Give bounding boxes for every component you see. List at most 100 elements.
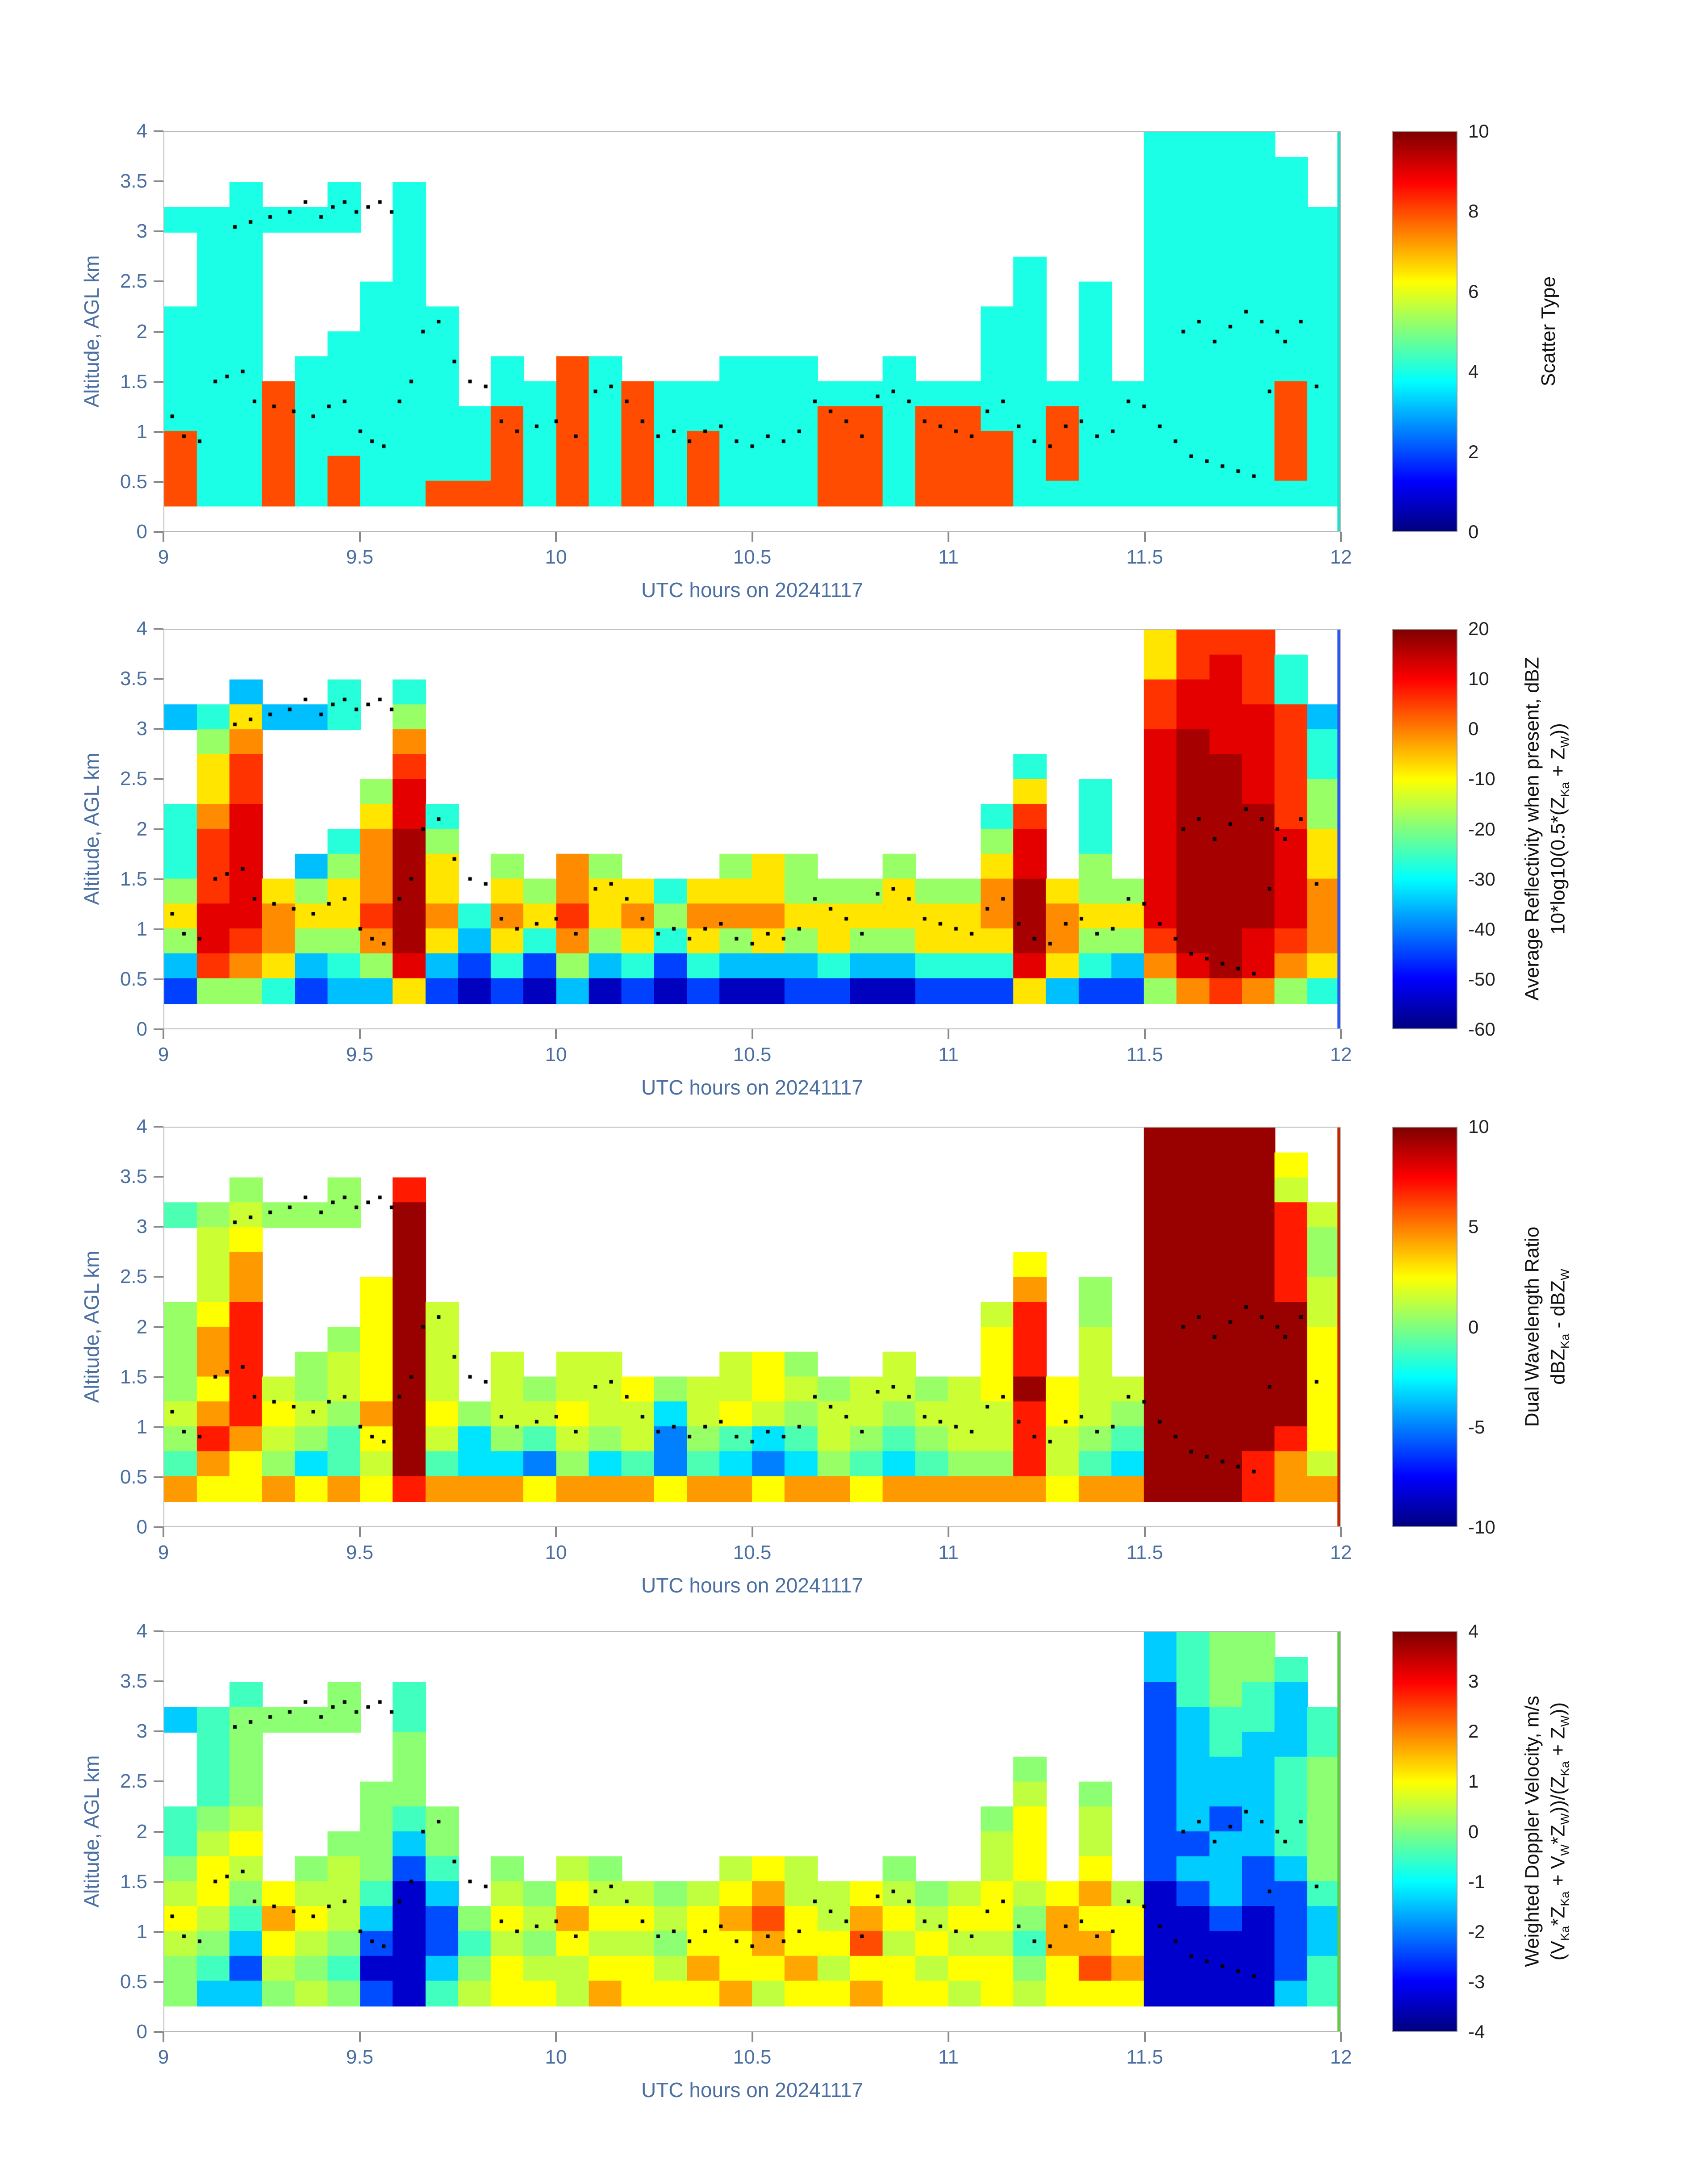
y-tick-mark: [154, 1630, 163, 1632]
y-tick-label: 3.5: [120, 170, 147, 192]
y-tick-label: 1: [136, 420, 147, 443]
colorbar-tick-label: -20: [1468, 818, 1495, 840]
y-tick-label: 1.5: [120, 1366, 147, 1388]
colorbar-average-reflectivity: [1392, 629, 1457, 1029]
x-tick-mark: [1340, 1527, 1342, 1537]
y-tick-mark: [154, 828, 163, 830]
colorbar-tick-label: 2: [1468, 1721, 1479, 1742]
x-tick-mark: [359, 1029, 361, 1039]
colorbar-tick-label: -1: [1468, 1871, 1485, 1892]
y-tick-mark: [154, 180, 163, 183]
colorbar-tick-label: 1: [1468, 1771, 1479, 1792]
plot-area-average-reflectivity: [163, 629, 1341, 1029]
x-tick-mark: [163, 2032, 164, 2042]
y-tick-mark: [154, 430, 163, 433]
y-tick-mark: [154, 1680, 163, 1683]
x-tick-mark: [751, 1527, 753, 1537]
y-tick-label: 2: [136, 1316, 147, 1338]
x-tick-mark: [163, 532, 164, 542]
y-tick-label: 2: [136, 818, 147, 840]
y-tick-mark: [154, 481, 163, 483]
x-tick-label: 12: [1330, 1044, 1352, 1066]
y-tick-label: 0.5: [120, 968, 147, 990]
x-tick-mark: [1144, 1527, 1146, 1537]
y-tick-label: 2.5: [120, 1266, 147, 1288]
colorbar-tick-label: -40: [1468, 918, 1495, 940]
colorbar-tick-label: -3: [1468, 1971, 1485, 1992]
y-tick-label: 3: [136, 220, 147, 242]
colorbar-tick-label: 10: [1468, 121, 1489, 142]
y-tick-label: 1: [136, 918, 147, 940]
y-tick-label: 4: [136, 1620, 147, 1642]
x-tick-mark: [1340, 1029, 1342, 1039]
y-tick-label: 0: [136, 521, 147, 543]
x-tick-mark: [948, 1527, 949, 1537]
plot-area-scatter-type: [163, 131, 1341, 532]
panel-weighted-doppler-velocity: Altitude, AGL km UTC hours on 20241117 W…: [0, 1620, 1708, 2129]
x-tick-label: 9: [158, 2046, 169, 2068]
x-tick-label: 9: [158, 1542, 169, 1563]
x-tick-mark: [163, 1527, 164, 1537]
y-tick-mark: [154, 1426, 163, 1428]
y-tick-mark: [154, 531, 163, 533]
y-tick-mark: [154, 728, 163, 730]
y-tick-mark: [154, 330, 163, 333]
x-tick-label: 10.5: [733, 2046, 772, 2068]
x-tick-mark: [555, 1029, 557, 1039]
y-tick-mark: [154, 2031, 163, 2033]
colorbar-tick-label: -60: [1468, 1019, 1495, 1040]
x-tick-mark: [555, 532, 557, 542]
colorbar-tick-label: 8: [1468, 201, 1479, 222]
colorbar-tick-label: -50: [1468, 968, 1495, 990]
heatmap-canvas-dual-wavelength-ratio: [164, 1128, 1340, 1526]
colorbar-gradient: [1393, 132, 1457, 531]
x-tick-mark: [359, 2032, 361, 2042]
colorbar-tick-label: 5: [1468, 1216, 1479, 1237]
x-tick-mark: [751, 2032, 753, 2042]
y-tick-label: 3.5: [120, 1670, 147, 1692]
heatmap-canvas-weighted-doppler-velocity: [164, 1632, 1340, 2031]
x-tick-mark: [1144, 1029, 1146, 1039]
y-tick-mark: [154, 1226, 163, 1228]
y-tick-mark: [154, 1830, 163, 1833]
y-tick-label: 3: [136, 1720, 147, 1742]
y-tick-label: 0.5: [120, 470, 147, 493]
y-tick-mark: [154, 928, 163, 930]
y-tick-label: 1: [136, 1920, 147, 1943]
colorbar-tick-label: -2: [1468, 1921, 1485, 1942]
y-tick-label: 1: [136, 1416, 147, 1438]
x-tick-label: 12: [1330, 546, 1352, 568]
colorbar-tick-label: 0: [1468, 521, 1479, 542]
x-tick-label: 10: [545, 2046, 567, 2068]
x-tick-label: 11: [938, 1044, 959, 1066]
x-axis-label: UTC hours on 20241117: [641, 1574, 863, 1597]
colorbar-tick-label: 20: [1468, 618, 1489, 639]
y-tick-label: 0.5: [120, 1970, 147, 1993]
x-tick-mark: [948, 2032, 949, 2042]
y-tick-label: 0: [136, 1516, 147, 1538]
y-tick-mark: [154, 1028, 163, 1030]
x-tick-label: 9: [158, 546, 169, 568]
x-tick-label: 11.5: [1126, 546, 1163, 568]
colorbar-gradient: [1393, 1632, 1457, 2031]
y-tick-mark: [154, 1376, 163, 1378]
x-tick-mark: [359, 532, 361, 542]
y-tick-mark: [154, 1126, 163, 1128]
y-tick-mark: [154, 628, 163, 630]
y-tick-mark: [154, 1981, 163, 1983]
x-tick-label: 12: [1330, 2046, 1352, 2068]
y-tick-label: 4: [136, 1116, 147, 1137]
y-tick-mark: [154, 1476, 163, 1478]
x-tick-label: 10.5: [733, 1044, 772, 1066]
x-tick-label: 10: [545, 546, 567, 568]
y-tick-label: 2: [136, 320, 147, 343]
colorbar-tick-label: -30: [1468, 868, 1495, 890]
x-axis-label: UTC hours on 20241117: [641, 578, 863, 602]
x-tick-mark: [1144, 2032, 1146, 2042]
y-tick-mark: [154, 778, 163, 780]
colorbar-tick-label: 3: [1468, 1671, 1479, 1692]
x-axis-label: UTC hours on 20241117: [641, 1076, 863, 1099]
y-tick-label: 4: [136, 120, 147, 142]
colorbar-tick-label: 0: [1468, 1316, 1479, 1337]
x-tick-label: 10.5: [733, 546, 772, 568]
